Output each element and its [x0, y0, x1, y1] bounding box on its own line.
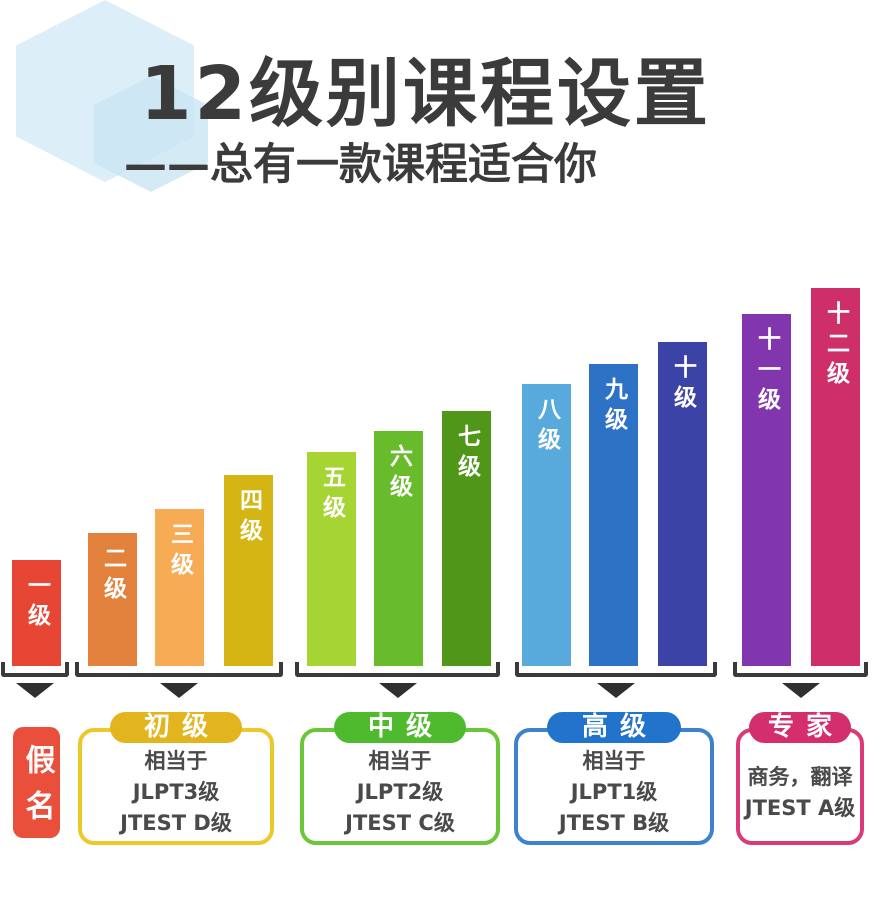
bar-label: 六级	[385, 444, 412, 504]
group-box-line: 相当于	[368, 749, 432, 773]
group-box-line: 相当于	[582, 749, 646, 773]
group-box-line: JTEST D级	[120, 811, 232, 835]
group-box-line: 相当于	[144, 749, 208, 773]
arrow-down-icon	[160, 683, 198, 698]
bar-label: 十一级	[753, 327, 780, 417]
bar-level-2: 二级	[88, 533, 137, 666]
kana-box: 假名	[13, 727, 60, 838]
group-bracket-beginner	[75, 662, 283, 677]
bar-level-10: 十级	[658, 342, 707, 666]
bar-level-12: 十二级	[811, 288, 860, 666]
bar-level-9: 九级	[589, 364, 638, 666]
bar-label: 四级	[235, 488, 262, 548]
page-title: 12级别课程设置	[140, 51, 711, 137]
bar-label: 十级	[669, 355, 696, 415]
group-box-line: 商务，翻译	[747, 764, 853, 789]
badge-intermediate: 中级	[334, 712, 466, 743]
group-bracket-advanced	[515, 662, 717, 677]
arrow-down-icon	[16, 683, 54, 698]
group-box-line: JLPT3级	[132, 780, 220, 804]
group-bracket-expert	[733, 662, 868, 677]
bar-level-5: 五级	[307, 452, 356, 666]
group-box-line: JTEST A级	[744, 795, 856, 820]
group-box-line: JLPT1级	[570, 780, 658, 804]
group-box-advanced: 相当于 JLPT1级 JTEST B级	[514, 728, 714, 845]
group-box-line: JLPT2级	[356, 780, 444, 804]
group-bracket-kana	[1, 662, 69, 677]
bar-label: 二级	[99, 546, 126, 606]
bar-level-1: 一级	[12, 560, 61, 666]
bar-level-8: 八级	[522, 384, 571, 666]
kana-label: 假名	[19, 743, 55, 836]
group-box-beginner: 相当于 JLPT3级 JTEST D级	[78, 728, 274, 845]
badge-expert: 专家	[749, 712, 851, 743]
group-box-line: JTEST C级	[345, 811, 455, 835]
badge-beginner: 初级	[110, 712, 242, 743]
group-box-expert: 商务，翻译 JTEST A级	[736, 728, 864, 845]
bar-label: 七级	[453, 424, 480, 484]
badge-advanced: 高级	[547, 712, 681, 743]
bar-label: 三级	[166, 522, 193, 582]
arrow-down-icon	[597, 683, 635, 698]
arrow-down-icon	[378, 683, 417, 698]
arrow-down-icon	[781, 683, 820, 698]
bar-label: 九级	[600, 377, 627, 437]
group-box-intermediate: 相当于 JLPT2级 JTEST C级	[300, 728, 500, 845]
group-box-line: JTEST B级	[558, 811, 670, 835]
bar-label: 十二级	[822, 301, 849, 391]
bar-level-6: 六级	[374, 431, 423, 666]
bar-label: 八级	[533, 397, 560, 457]
bar-label: 一级	[23, 573, 50, 633]
bar-level-4: 四级	[224, 475, 273, 666]
bar-level-3: 三级	[155, 509, 204, 666]
bar-level-11: 十一级	[742, 314, 791, 666]
bar-label: 五级	[318, 465, 345, 525]
bar-level-7: 七级	[442, 411, 491, 666]
page-subtitle: ——总有一款课程适合你	[124, 140, 597, 190]
group-bracket-intermediate	[295, 662, 500, 677]
